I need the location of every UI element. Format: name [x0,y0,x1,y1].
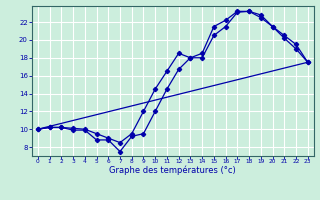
X-axis label: Graphe des températures (°c): Graphe des températures (°c) [109,166,236,175]
